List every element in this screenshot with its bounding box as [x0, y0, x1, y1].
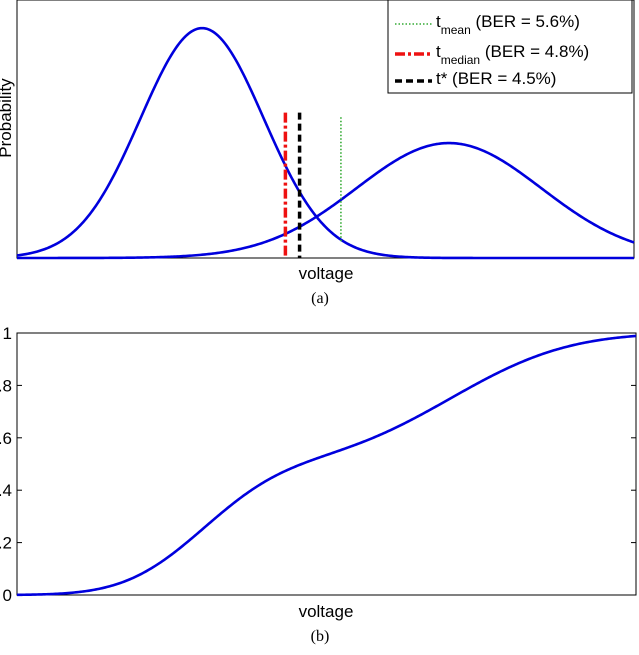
ytick-label: 0	[3, 586, 12, 605]
ytick-label: 0.2	[0, 534, 12, 553]
legend-entry-median: tmedian (BER = 4.8%)	[436, 42, 589, 67]
ytick-label: 0.6	[0, 429, 12, 448]
panel-b-caption: (b)	[311, 628, 330, 645]
panel-b: 0 0.2 0.4 0.6 0.8 1 voltage (b)	[0, 324, 637, 645]
panel-a-series-1	[16, 26, 634, 260]
panel-a-caption: (a)	[311, 290, 329, 307]
legend-entry-mean: tmean (BER = 5.6%)	[436, 12, 580, 37]
panel-a-ylabel: Probability	[0, 78, 15, 158]
panel-a-series-2	[17, 141, 635, 260]
panel-a-axes-frame	[16, 0, 635, 259]
legend: tmean (BER = 5.6%) tmedian (BER = 4.8%) …	[387, 0, 633, 94]
legend-box	[387, 0, 633, 94]
panel-a-curves	[16, 26, 635, 260]
panel-b-yticks: 0 0.2 0.4 0.6 0.8 1	[0, 324, 636, 605]
panel-a-thresholds	[283, 112, 342, 258]
ytick-label: 0.4	[0, 481, 12, 500]
panel-b-series-1	[16, 334, 637, 597]
legend-entry-opt: t* (BER = 4.5%)	[436, 69, 556, 88]
ytick-label: 0.8	[0, 376, 12, 395]
panel-a: Probability voltage (a) tmean (BER = 5.6…	[0, 0, 635, 307]
panel-b-curves	[16, 334, 637, 597]
panel-b-xlabel: voltage	[299, 602, 354, 621]
panel-a-xlabel: voltage	[299, 264, 354, 283]
ytick-label: 1	[3, 324, 12, 343]
panel-b-axes-frame	[16, 332, 637, 596]
